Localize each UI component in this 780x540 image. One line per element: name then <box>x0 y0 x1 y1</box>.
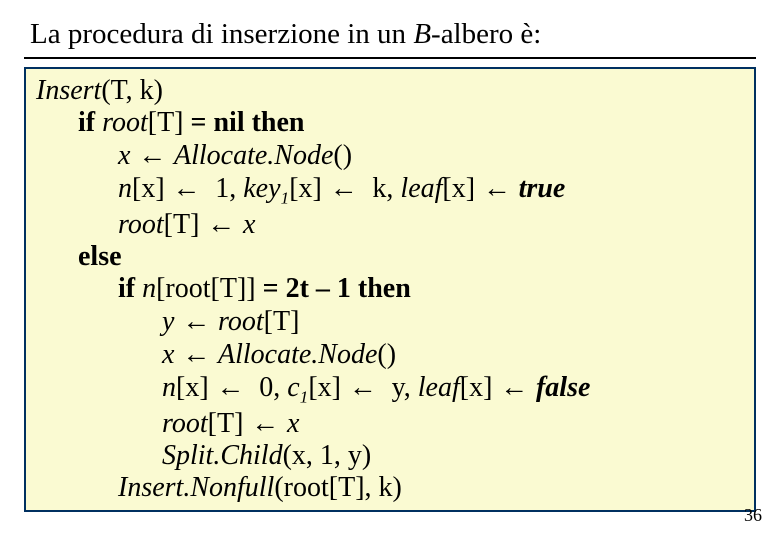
br-T: [T] <box>164 209 200 240</box>
arrow-icon: ← <box>322 172 366 203</box>
id-allocate: Allocate.Node <box>174 140 333 171</box>
kw-else: else <box>78 241 122 272</box>
id-x: x <box>162 339 174 370</box>
func-name: Insert <box>36 75 101 106</box>
br-x: [x] <box>460 372 493 403</box>
arrow-icon: ← <box>243 407 287 438</box>
id-x: x <box>287 408 299 439</box>
br-x: [x] <box>132 173 165 204</box>
kw-if: if <box>78 107 102 138</box>
id-y: y <box>162 306 174 337</box>
id-splitchild: Split.Child <box>162 440 283 471</box>
page-number: 36 <box>744 505 762 526</box>
split-args: (x, 1, y) <box>283 440 372 471</box>
sub-1: 1 <box>281 188 290 207</box>
title-pre: La procedura di inserzione in un <box>30 18 413 50</box>
code-line-2: if root[T] = nil then <box>36 107 744 139</box>
arrow-icon: ← <box>165 172 209 203</box>
br-rootT: [root[T]] <box>156 273 256 304</box>
code-line-5: root[T] ← x <box>36 208 744 241</box>
lit-0: 0, <box>252 372 287 403</box>
arrow-icon: ← <box>174 305 218 336</box>
pseudocode-box: Insert(T, k) if root[T] = nil then x ← A… <box>24 67 756 512</box>
code-line-13: Insert.Nonfull(root[T], k) <box>36 472 744 504</box>
id-c: c <box>287 372 299 403</box>
arrow-icon: ← <box>209 371 253 402</box>
code-line-8: y ← root[T] <box>36 305 744 338</box>
code-line-6: else <box>36 241 744 273</box>
id-n: n <box>142 273 156 304</box>
id-n: n <box>118 173 132 204</box>
parens: () <box>377 339 396 370</box>
br-T: [T] <box>264 306 300 337</box>
arrow-icon: ← <box>199 208 243 239</box>
arrow-icon: ← <box>174 338 218 369</box>
code-line-10: n[x] ← 0, c1[x] ← y, leaf[x] ← false <box>36 371 744 407</box>
inf-args: (root[T], k) <box>274 472 402 503</box>
id-insertnonfull: Insert.Nonfull <box>118 472 274 503</box>
title-ital-B: B <box>413 18 431 50</box>
lit-k: k, <box>365 173 400 204</box>
kw-nil-then: = nil then <box>184 107 305 138</box>
lit-y: y, <box>385 372 418 403</box>
title-post: -albero è: <box>431 18 541 50</box>
kw-if: if <box>118 273 142 304</box>
lit-1: 1, <box>208 173 243 204</box>
br-x: [x] <box>289 173 322 204</box>
id-root: root <box>162 408 208 439</box>
arrow-icon: ← <box>492 371 536 402</box>
kw-false: false <box>536 372 590 403</box>
slide-title: La procedura di inserzione in un B-alber… <box>24 18 756 51</box>
code-line-9: x ← Allocate.Node() <box>36 338 744 371</box>
id-allocate: Allocate.Node <box>218 339 377 370</box>
code-line-11: root[T] ← x <box>36 407 744 440</box>
id-leaf: leaf <box>418 372 460 403</box>
id-x: x <box>243 209 255 240</box>
id-root: root <box>102 107 148 138</box>
id-root: root <box>118 209 164 240</box>
br-x: [x] <box>442 173 475 204</box>
func-args: (T, k) <box>101 75 163 106</box>
code-line-12: Split.Child(x, 1, y) <box>36 440 744 472</box>
id-n: n <box>162 372 176 403</box>
code-line-1: Insert(T, k) <box>36 75 744 107</box>
code-line-7: if n[root[T]] = 2t – 1 then <box>36 273 744 305</box>
id-key: key <box>243 173 280 204</box>
arrow-icon: ← <box>341 371 385 402</box>
br-x: [x] <box>308 372 341 403</box>
id-x: x <box>118 140 130 171</box>
arrow-icon: ← <box>475 172 519 203</box>
parens: () <box>333 140 352 171</box>
br-T: [T] <box>208 408 244 439</box>
title-underline <box>24 57 756 59</box>
id-leaf: leaf <box>400 173 442 204</box>
br-x: [x] <box>176 372 209 403</box>
br-T: [T] <box>148 107 184 138</box>
code-line-3: x ← Allocate.Node() <box>36 139 744 172</box>
arrow-icon: ← <box>130 139 174 170</box>
kw-true: true <box>519 173 566 204</box>
code-line-4: n[x] ← 1, key1[x] ← k, leaf[x] ← true <box>36 172 744 208</box>
kw-2t-then: = 2t – 1 then <box>256 273 411 304</box>
id-root: root <box>218 306 264 337</box>
